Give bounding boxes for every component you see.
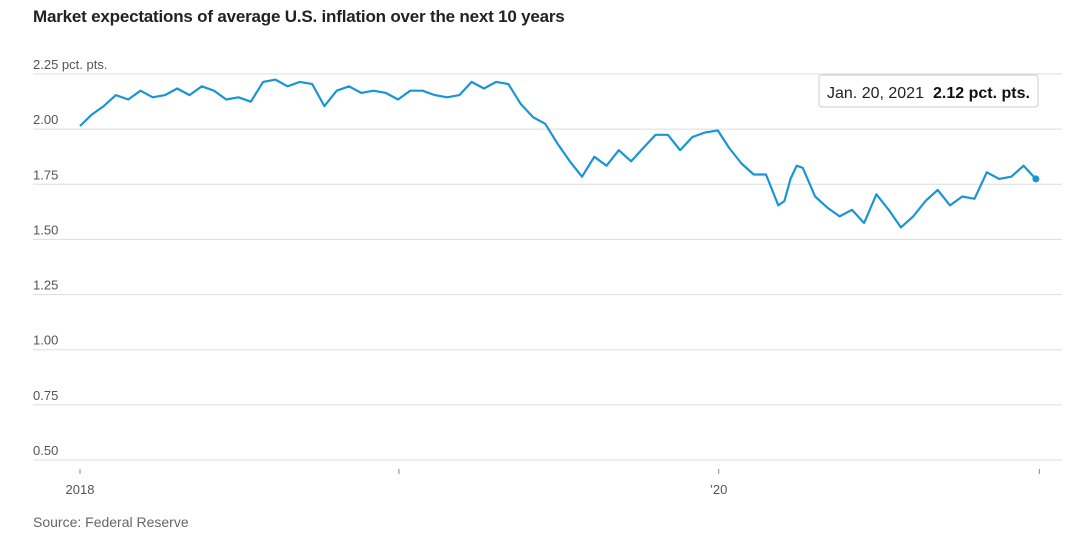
x-axis: 2018 ’20	[66, 469, 1040, 497]
chart-title: Market expectations of average U.S. infl…	[33, 7, 565, 26]
source-note: Source: Federal Reserve	[33, 514, 189, 530]
y-tick-label: 2.25 pct. pts.	[33, 57, 107, 72]
tooltip-date: Jan. 20, 2021	[827, 85, 924, 102]
x-tick-label: ’20	[710, 482, 727, 497]
tooltip-value: 2.12 pct. pts.	[933, 85, 1030, 102]
y-tick-label: 1.75	[33, 167, 58, 182]
y-tick-label: 2.00	[33, 112, 58, 127]
last-point-marker[interactable]	[1032, 175, 1040, 183]
y-tick-label: 1.50	[33, 222, 58, 237]
y-tick-label: 0.50	[33, 443, 58, 458]
gridlines	[33, 73, 1062, 461]
y-axis-ticks: 2.25 pct. pts. 2.00 1.75 1.50 1.25 1.00 0.75 0.…	[33, 57, 107, 458]
y-tick-label: 0.75	[33, 388, 58, 403]
y-tick-label: 1.25	[33, 278, 58, 293]
hover-tooltip: Jan. 20, 2021 2.12 pct. pts.	[818, 74, 1039, 108]
series-layer	[79, 78, 1040, 229]
tooltip-box	[818, 74, 1039, 108]
series-line	[79, 78, 1037, 229]
x-tick-label: 2018	[66, 482, 95, 497]
y-tick-label: 1.00	[33, 333, 58, 348]
